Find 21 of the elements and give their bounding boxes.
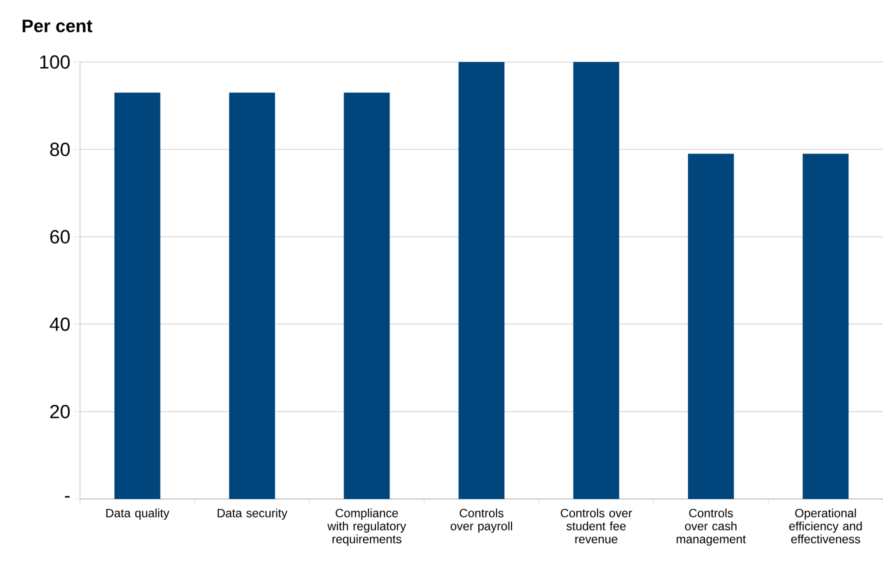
y-axis-title: Per cent [22, 20, 92, 32]
x-tick-label: Controls over cash management [676, 508, 746, 546]
x-tick-label: Compliance with regulatory requirements [327, 508, 406, 546]
x-tick-label: Controls over student fee revenue [560, 508, 632, 544]
bar [229, 92, 276, 499]
bar [344, 92, 390, 499]
bar [802, 154, 849, 499]
y-tick-label: 80 [50, 142, 70, 156]
bar [573, 62, 620, 499]
x-tick-label: Data quality [106, 508, 170, 520]
x-tick-label: Controls over payroll [450, 508, 512, 533]
bar [688, 154, 734, 499]
x-tick-label: Operational efficiency and effectiveness [789, 508, 862, 544]
bar [458, 62, 504, 499]
bar [114, 92, 160, 499]
y-tick-label: 100 [40, 55, 70, 69]
y-tick-label: 40 [50, 317, 70, 331]
y-tick-label: 20 [50, 404, 70, 418]
x-tick-label: Data security [218, 508, 288, 520]
y-tick-label: 60 [50, 230, 70, 244]
y-tick-label: - [64, 496, 70, 498]
